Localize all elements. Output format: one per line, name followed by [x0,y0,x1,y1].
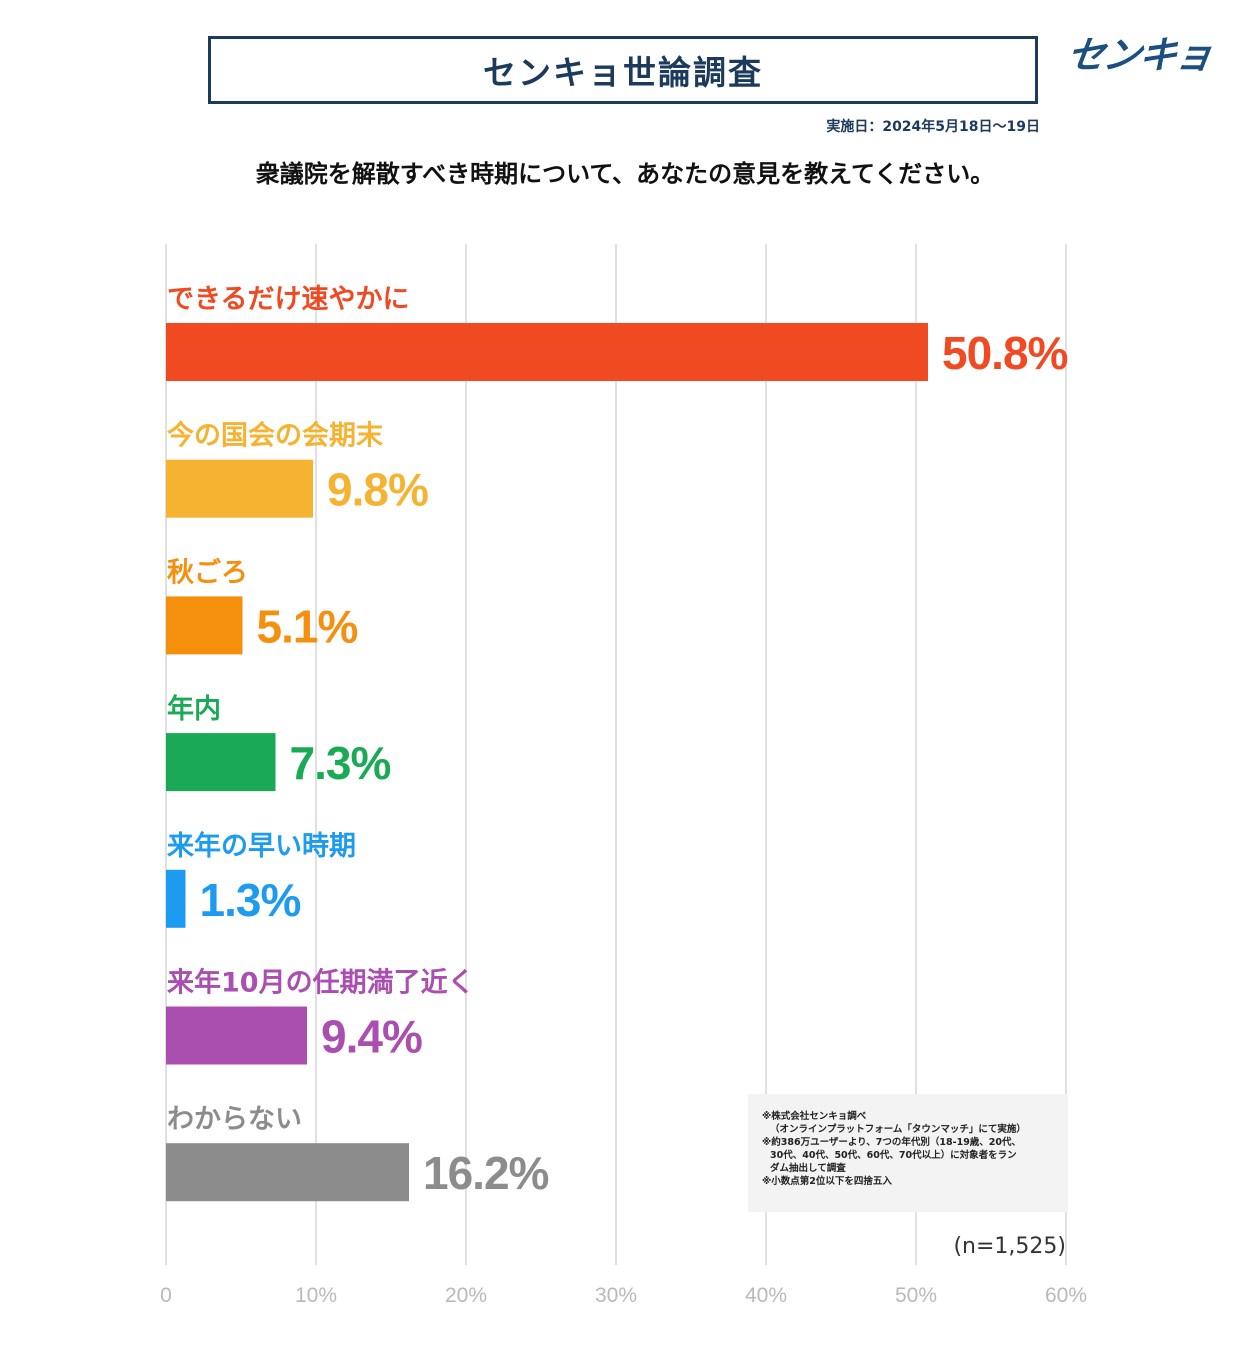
x-tick-label: 60% [1045,1284,1087,1307]
category-label: わからない [167,1104,302,1135]
note-line: （オンラインプラットフォーム「タウンマッチ」にて実施） [770,1124,1026,1135]
sample-size: (n=1,525) [953,1234,1066,1259]
x-tick-label: 40% [745,1284,787,1307]
value-label: 1.3% [200,874,301,926]
bar [166,733,276,792]
category-label: 来年の早い時期 [167,830,356,862]
x-tick-label: 10% [295,1284,337,1307]
survey-question: 衆議院を解散すべき時期について、あなたの意見を教えてください。 [255,160,995,188]
value-label: 5.1% [257,600,358,652]
x-tick-label: 0 [160,1284,172,1307]
value-label: 9.8% [327,464,428,516]
category-label: できるだけ速やかに [167,284,409,315]
x-tick-label: 20% [445,1284,487,1307]
bar [166,323,928,381]
value-label: 50.8% [942,327,1068,379]
category-label: 年内 [167,693,221,725]
note-line: ※株式会社センキョ調べ [762,1111,867,1122]
bar [166,1006,307,1065]
note-line: ※小数点第2位以下を四捨五入 [762,1176,892,1187]
value-label: 7.3% [290,737,391,789]
x-tick-label: 50% [895,1284,937,1307]
bar [166,1143,409,1202]
value-label: 16.2% [423,1147,549,1199]
title-box: センキョ世論調査 [208,36,1038,104]
bar [166,459,313,518]
notes-box: ※株式会社センキョ調べ （オンラインプラットフォーム「タウンマッチ」にて実施） … [748,1094,1068,1212]
category-label: 秋ごろ [167,556,248,588]
category-label: 今の国会の会期末 [167,420,383,452]
value-label: 9.4% [321,1011,422,1063]
category-label: 来年10月の任期満了近く [167,967,475,999]
survey-date: 実施日：2024年5月18日～19日 [826,119,1040,135]
bar [166,869,186,928]
bar [166,596,243,655]
note-line: ※約386万ユーザーより、7つの年代別（18-19歳、20代、 [762,1137,1022,1148]
note-line: ダム抽出して調査 [770,1163,846,1174]
page-title: センキョ世論調査 [483,53,763,92]
note-line: 30代、40代、50代、60代、70代以上）に対象者をラン [770,1150,1017,1161]
x-tick-label: 30% [595,1284,637,1307]
